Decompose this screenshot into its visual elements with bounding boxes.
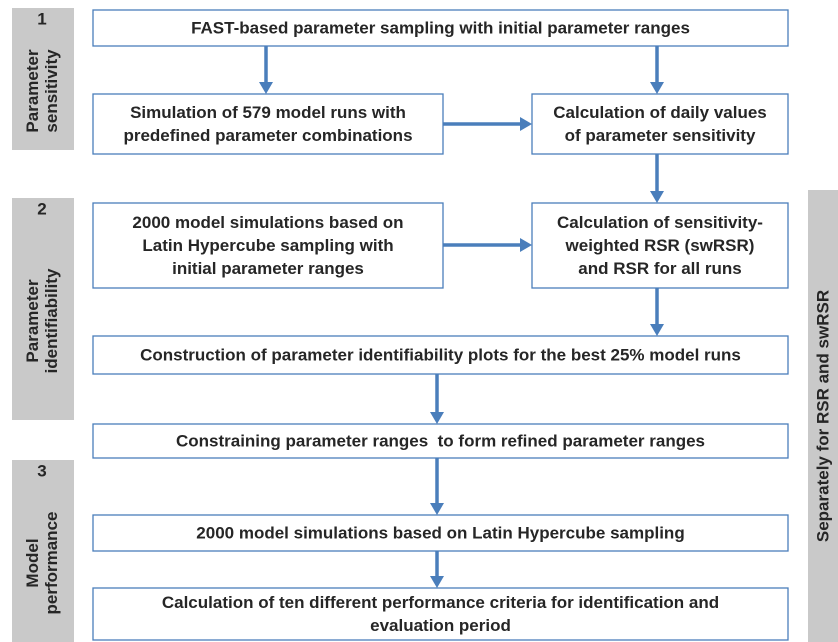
box-text: weighted RSR (swRSR) bbox=[565, 236, 755, 255]
box-text: Calculation of sensitivity- bbox=[557, 213, 763, 232]
box-text: and RSR for all runs bbox=[578, 259, 741, 278]
box-text: evaluation period bbox=[370, 616, 511, 635]
stage-number: 1 bbox=[37, 9, 46, 28]
process-box bbox=[92, 423, 789, 459]
box-text: FAST-based parameter sampling with initi… bbox=[191, 18, 690, 37]
arrows bbox=[259, 46, 664, 588]
process-box bbox=[531, 202, 789, 289]
box-text: of parameter sensitivity bbox=[565, 126, 756, 145]
arrowhead bbox=[259, 82, 273, 94]
process-box bbox=[531, 93, 789, 155]
arrowhead bbox=[650, 191, 664, 203]
stage-number: 2 bbox=[37, 199, 46, 218]
box-text: Calculation of ten different performance… bbox=[162, 593, 719, 612]
stage-label: Parameter bbox=[23, 49, 42, 133]
process-box bbox=[92, 202, 444, 289]
process-box bbox=[92, 587, 789, 641]
process-box bbox=[92, 335, 789, 375]
stage-bar bbox=[12, 460, 74, 642]
stage-bar bbox=[12, 198, 74, 420]
box-text: initial parameter ranges bbox=[172, 259, 364, 278]
arrowhead bbox=[430, 412, 444, 424]
stage-label: performance bbox=[42, 512, 61, 615]
stage-bar bbox=[12, 8, 74, 150]
box-text: Constraining parameter ranges to form re… bbox=[176, 431, 705, 450]
arrowhead bbox=[520, 117, 532, 131]
box-text: 2000 model simulations based on bbox=[132, 213, 403, 232]
process-box bbox=[92, 514, 789, 552]
side-bar bbox=[808, 190, 838, 642]
side-note: Separately for RSR and swRSR bbox=[813, 290, 832, 542]
stage-label: sensitivity bbox=[42, 49, 61, 133]
stage-label: identifiability bbox=[42, 268, 61, 373]
box-text: Latin Hypercube sampling with bbox=[142, 236, 393, 255]
box-text: Simulation of 579 model runs with bbox=[130, 103, 406, 122]
arrowhead bbox=[430, 576, 444, 588]
stage-number: 3 bbox=[37, 461, 46, 480]
stage-label: Parameter bbox=[23, 279, 42, 363]
box-text: Construction of parameter identifiabilit… bbox=[140, 345, 741, 364]
box-text: predefined parameter combinations bbox=[123, 126, 412, 145]
boxes: FAST-based parameter sampling with initi… bbox=[92, 9, 789, 641]
arrowhead bbox=[520, 238, 532, 252]
box-text: Calculation of daily values bbox=[553, 103, 767, 122]
stage-label: Model bbox=[23, 538, 42, 587]
box-text: 2000 model simulations based on Latin Hy… bbox=[196, 523, 684, 542]
arrowhead bbox=[650, 324, 664, 336]
process-box bbox=[92, 93, 444, 155]
arrowhead bbox=[650, 82, 664, 94]
process-box bbox=[92, 9, 789, 47]
arrowhead bbox=[430, 503, 444, 515]
